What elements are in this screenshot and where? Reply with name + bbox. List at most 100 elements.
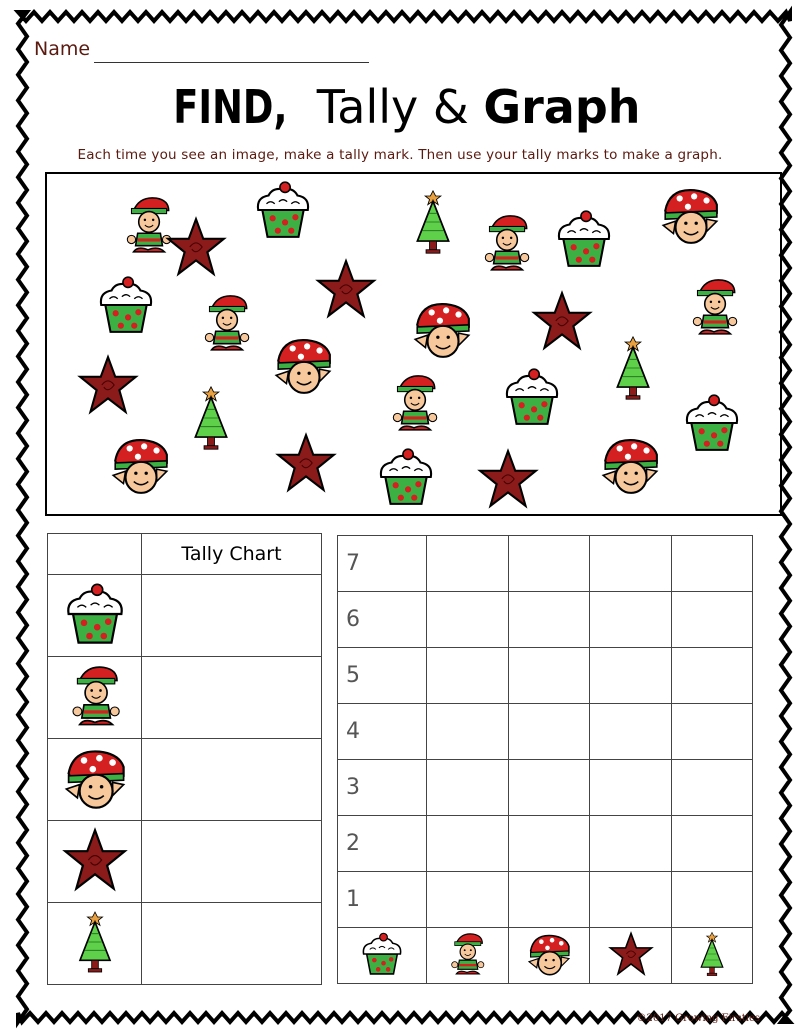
picture-item-cupcake: [252, 179, 314, 245]
graph-cell[interactable]: [670, 815, 754, 872]
tally-mark-cell[interactable]: [141, 738, 322, 821]
graph-cell[interactable]: [589, 591, 672, 648]
graph-cell[interactable]: [670, 535, 754, 592]
graph-cell[interactable]: [507, 703, 591, 760]
graph-y-label: 7: [336, 535, 428, 592]
graph-cell[interactable]: [589, 815, 672, 872]
cupcake-icon: [252, 179, 314, 241]
tally-mark-cell[interactable]: [141, 574, 322, 657]
star-icon: [531, 290, 593, 352]
tally-mark-cell[interactable]: [141, 820, 322, 903]
graph-cell[interactable]: [507, 591, 591, 648]
tree-icon: [607, 332, 659, 404]
graph-row: 4: [336, 703, 754, 760]
graph-cell[interactable]: [507, 535, 591, 592]
picture-item-elf-head: [599, 434, 661, 500]
copyright: ©2017 Growing Firsties: [636, 1013, 760, 1024]
tally-header-blank: [47, 533, 142, 575]
instructions: Each time you see an image, make a tally…: [77, 147, 723, 163]
name-field[interactable]: [94, 62, 369, 63]
star-icon: [165, 216, 227, 278]
elf-icon: [444, 931, 490, 977]
picture-item-tree: [407, 186, 459, 262]
graph-cell[interactable]: [670, 703, 754, 760]
graph-cell[interactable]: [670, 871, 754, 928]
graph-cell[interactable]: [426, 535, 509, 592]
graph-cell[interactable]: [426, 703, 509, 760]
picture-search-box: [45, 172, 782, 516]
graph-cell[interactable]: [507, 759, 591, 816]
elf-head-icon: [62, 745, 128, 811]
graph-cell[interactable]: [670, 591, 754, 648]
tally-mark-cell[interactable]: [141, 902, 322, 985]
picture-item-cupcake: [375, 446, 437, 512]
tally-chart: Tally Chart: [47, 533, 322, 985]
graph-cell[interactable]: [426, 871, 509, 928]
graph-row: 3: [336, 759, 754, 816]
graph-category-elf: [426, 927, 509, 984]
elf-icon: [195, 292, 257, 354]
graph-category-tree: [670, 927, 754, 984]
picture-item-elf: [195, 292, 257, 358]
cupcake-icon: [553, 208, 615, 270]
graph-y-label: 1: [336, 871, 428, 928]
graph-cell[interactable]: [589, 759, 672, 816]
picture-item-star: [165, 216, 227, 282]
graph-cell[interactable]: [589, 871, 672, 928]
star-icon: [62, 827, 128, 893]
page-title: FIND, Tally & Graph: [0, 80, 800, 134]
graph-y-label: 4: [336, 703, 428, 760]
graph-category-row: [336, 927, 754, 984]
tree-icon: [185, 382, 237, 454]
picture-item-cupcake: [95, 274, 157, 340]
tally-chart-title: Tally Chart: [141, 533, 322, 575]
graph-cell[interactable]: [589, 535, 672, 592]
picture-item-elf-head: [411, 298, 473, 364]
tally-row: [47, 574, 322, 657]
star-icon: [275, 432, 337, 494]
tally-row: [47, 738, 322, 821]
graph-category-star: [589, 927, 672, 984]
tally-row: [47, 656, 322, 739]
star-icon: [608, 931, 654, 977]
tally-row: [47, 820, 322, 903]
elf-head-icon: [599, 434, 661, 496]
title-tally: Tally &: [316, 80, 469, 134]
graph-cell[interactable]: [426, 759, 509, 816]
graph-cell[interactable]: [507, 647, 591, 704]
tally-header-row: Tally Chart: [47, 533, 322, 575]
picture-item-tree: [607, 332, 659, 408]
elf-icon: [683, 276, 745, 338]
graph-cell[interactable]: [426, 647, 509, 704]
tally-mark-cell[interactable]: [141, 656, 322, 739]
graph-cell[interactable]: [670, 759, 754, 816]
cupcake-icon: [681, 392, 743, 454]
graph-cell[interactable]: [426, 591, 509, 648]
picture-item-elf: [383, 372, 445, 438]
name-label: Name: [34, 38, 91, 60]
cupcake-icon: [359, 931, 405, 977]
picture-item-star: [531, 290, 593, 356]
tree-icon: [694, 930, 730, 978]
tally-row-icon: [47, 738, 142, 821]
tree-icon: [70, 907, 120, 977]
graph-cell[interactable]: [589, 647, 672, 704]
graph-cell[interactable]: [589, 703, 672, 760]
graph-cell[interactable]: [507, 815, 591, 872]
cupcake-icon: [95, 274, 157, 336]
elf-icon: [383, 372, 445, 434]
star-icon: [77, 354, 139, 416]
star-icon: [477, 448, 539, 510]
cupcake-icon: [375, 446, 437, 508]
graph-cell[interactable]: [507, 871, 591, 928]
elf-head-icon: [411, 298, 473, 360]
elf-icon: [62, 663, 128, 729]
graph-cell[interactable]: [670, 647, 754, 704]
title-graph: Graph: [483, 80, 641, 134]
graph-y-label: 6: [336, 591, 428, 648]
tally-row-icon: [47, 902, 142, 985]
graph-cell[interactable]: [426, 815, 509, 872]
graph-row: 6: [336, 591, 754, 648]
